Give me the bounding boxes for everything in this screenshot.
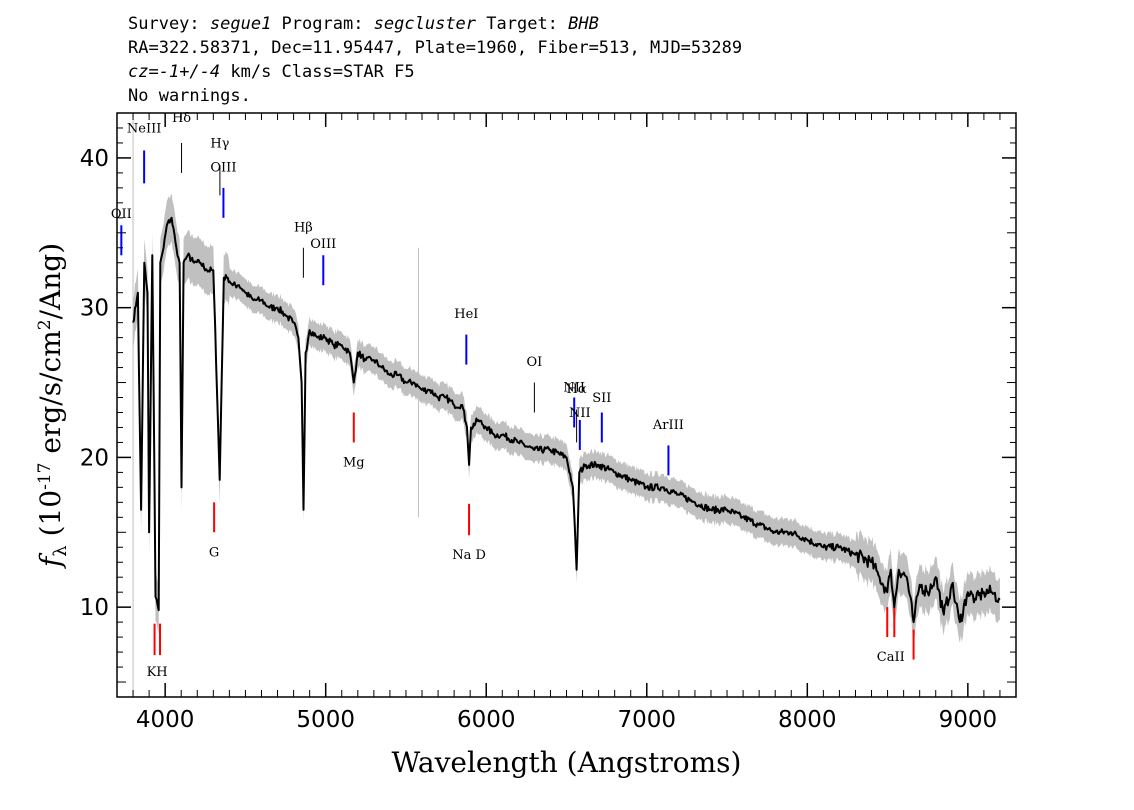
class-text: km/s Class=STAR F5: [220, 62, 415, 82]
program-value: segcluster: [373, 14, 477, 34]
x-tick-label: 5000: [296, 707, 355, 733]
program-label: Program:: [271, 14, 374, 34]
line-label-top: OIII: [310, 237, 336, 252]
spectral-line-markers: [120, 142, 915, 660]
header-line-warnings: No warnings.: [128, 86, 251, 106]
target-label: Target:: [476, 14, 569, 34]
line-label-top: Hδ: [172, 111, 191, 126]
error-band: [132, 113, 1000, 697]
spectrum-header: Survey: segue1 Program: segcluster Targe…: [128, 12, 742, 108]
line-label-bottom: Mg: [343, 455, 365, 470]
line-labels: NeIIIHδHγOIIIOIIHβOIIIHeIOINIIHαNIISIIAr…: [111, 111, 905, 680]
x-tick-label: 9000: [939, 707, 998, 733]
y-tick-label: 10: [80, 595, 109, 621]
y-tick-label: 20: [80, 445, 109, 471]
line-label-top: OIII: [210, 160, 236, 175]
x-tick-label: 7000: [617, 707, 676, 733]
header-line-survey: Survey: segue1 Program: segcluster Targe…: [128, 12, 742, 36]
line-label-top: Hγ: [210, 136, 229, 151]
line-label-bottom: CaII: [877, 650, 905, 665]
header-line-redshift: cz=-1+/-4 km/s Class=STAR F5: [128, 60, 742, 84]
flux-line: [132, 216, 1001, 624]
line-label-top: NII: [563, 381, 585, 396]
line-label-top: Hα: [567, 382, 587, 397]
x-tick-label: 4000: [136, 707, 195, 733]
survey-label: Survey:: [128, 14, 210, 34]
line-label-bottom: G: [209, 545, 219, 560]
line-label-top: OI: [526, 355, 542, 370]
y-axis-title: fλ (10-17 erg/s/cm2/Ang): [34, 243, 71, 569]
y-tick-label: 40: [80, 146, 109, 172]
axis-ticks: 4000 5000 6000 7000 8000 9000 10 20 30 40: [80, 113, 1017, 733]
plot-frame: [116, 112, 1017, 698]
flux-series: [132, 216, 1001, 624]
y-tick-label: 30: [80, 296, 109, 322]
header-line-coordinates: RA=322.58371, Dec=11.95447, Plate=1960, …: [128, 38, 743, 58]
line-label-top: SII: [592, 391, 611, 406]
cz-label: cz: [128, 62, 149, 82]
line-label-top: OII: [111, 207, 132, 222]
target-value: BHB: [568, 14, 599, 34]
line-label-top: NII: [569, 406, 591, 421]
line-label-top: HeI: [454, 307, 478, 322]
line-label-bottom: Na D: [452, 548, 486, 563]
x-tick-label: 6000: [457, 707, 516, 733]
cz-value: =-1+/-4: [148, 62, 221, 82]
x-tick-label: 8000: [778, 707, 837, 733]
survey-value: segue1: [209, 14, 272, 34]
line-label-top: ArIII: [652, 418, 684, 433]
x-axis-title: Wavelength (Angstroms): [392, 746, 742, 779]
line-label-top: NeIII: [127, 121, 161, 136]
line-label-bottom: KH: [147, 665, 168, 680]
line-label-top: Hβ: [294, 220, 313, 235]
error-band-area: [133, 193, 1000, 644]
